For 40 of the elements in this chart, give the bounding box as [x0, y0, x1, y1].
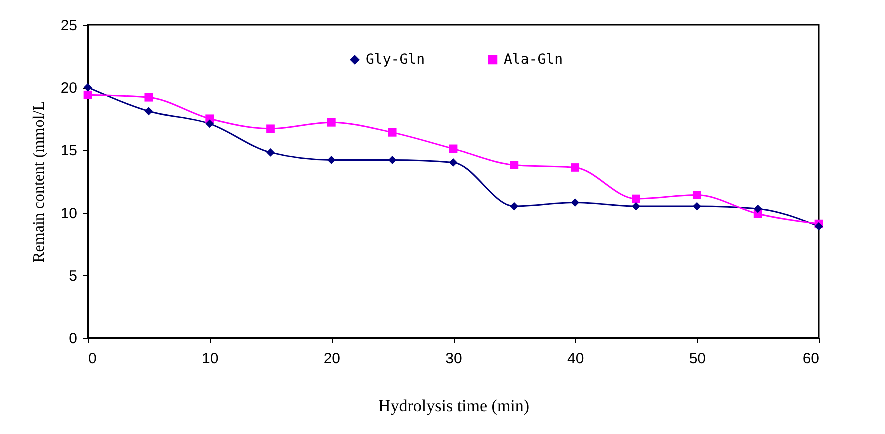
point: [692, 202, 702, 211]
point: [449, 158, 458, 167]
point: [84, 83, 92, 92]
x-tick-label: 60: [802, 350, 820, 368]
point: [266, 148, 275, 157]
point: [388, 128, 397, 137]
y-tick-label: 10: [60, 205, 78, 222]
y-axis-title: Remain content (mmol/L: [30, 101, 48, 263]
legend-label: Gly-Gln: [366, 52, 426, 68]
point: [84, 90, 92, 100]
y-tick-label: 0: [69, 330, 78, 348]
y-tick-label: 20: [60, 80, 78, 98]
x-tick-label: 40: [567, 350, 584, 368]
point: [814, 222, 824, 231]
x-tick-label: 50: [689, 350, 706, 368]
y-tick-label: 25: [60, 18, 78, 34]
x-tick-label: 10: [202, 350, 219, 368]
point: [510, 161, 519, 170]
point: [144, 107, 154, 116]
point: [206, 120, 214, 128]
point: [571, 198, 580, 207]
x-tick-label: 0: [88, 350, 97, 368]
point: [144, 93, 154, 102]
point: [632, 194, 640, 204]
point: [510, 202, 519, 211]
point: [266, 124, 275, 134]
y-tick-label: 15: [60, 142, 78, 160]
point: [449, 144, 458, 154]
point: [571, 164, 580, 172]
point: [327, 118, 336, 127]
y-tick-label: 5: [69, 268, 78, 285]
point: [327, 156, 336, 164]
x-tick-label: 30: [446, 350, 462, 368]
point: [692, 191, 702, 200]
point: [632, 202, 640, 211]
point: [754, 204, 762, 214]
point: [388, 156, 397, 164]
legend-label: Ala-Gln: [504, 52, 564, 68]
x-axis-title: Hydrolysis time (min): [378, 396, 530, 416]
x-tick-label: 20: [324, 350, 341, 368]
